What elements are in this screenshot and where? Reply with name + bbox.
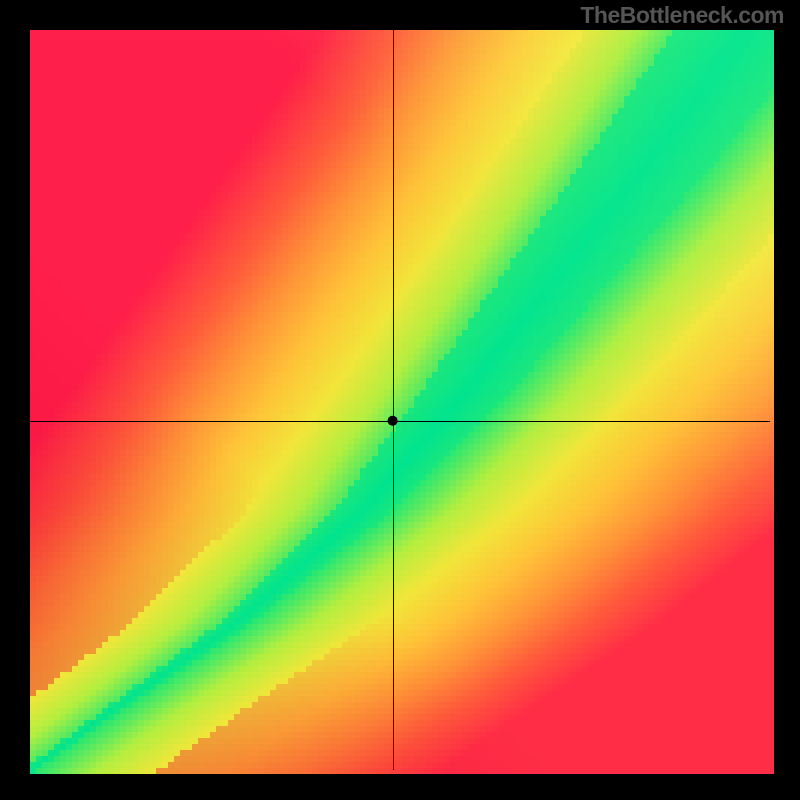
chart-container: TheBottleneck.com xyxy=(0,0,800,800)
heatmap-canvas xyxy=(0,0,800,800)
watermark-text: TheBottleneck.com xyxy=(580,2,784,29)
